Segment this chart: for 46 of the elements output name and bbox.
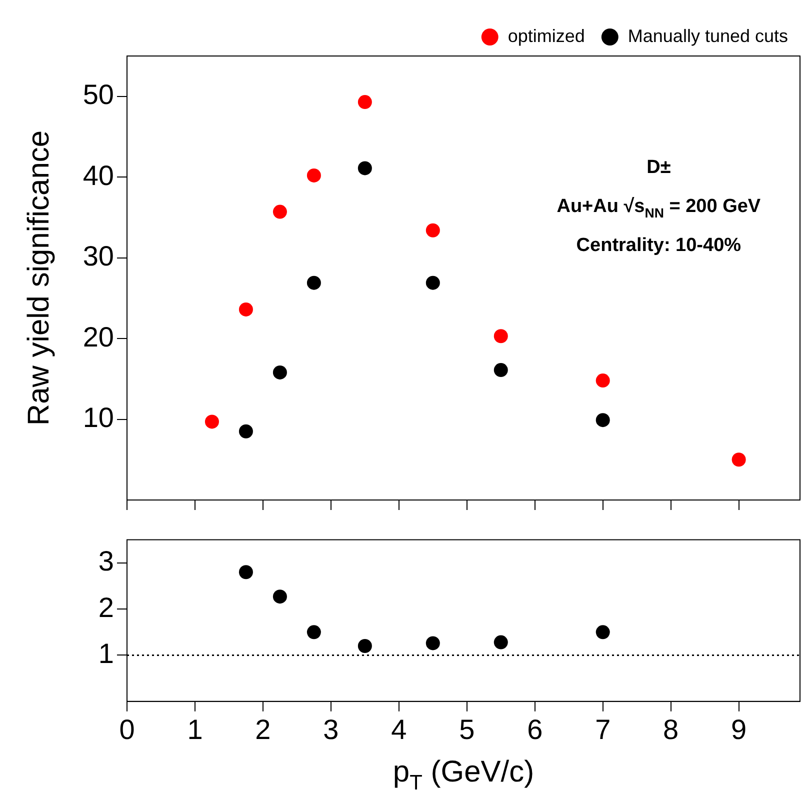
point: [272, 590, 287, 604]
y-tick-label: 30: [82, 240, 114, 272]
point: [358, 161, 372, 176]
point: [596, 625, 610, 640]
point: [358, 638, 372, 653]
point: [204, 414, 219, 429]
point: [494, 329, 508, 344]
point: [732, 452, 746, 467]
point: [596, 374, 610, 388]
point: [494, 635, 508, 650]
x-tick-label: 3: [323, 714, 339, 745]
point: [596, 413, 610, 428]
point: [272, 365, 287, 380]
point: [494, 363, 508, 378]
y-tick-label: 10: [82, 402, 114, 433]
x-tick-label: 9: [731, 714, 747, 745]
x-tick-label: 2: [255, 714, 271, 745]
point: [306, 625, 321, 640]
point: [238, 565, 253, 580]
y-tick-label: 3: [98, 546, 114, 577]
point: [358, 95, 372, 110]
point: [306, 168, 321, 182]
y-axis-title: Raw yield significance: [22, 130, 56, 426]
y-tick-label: 20: [82, 321, 114, 352]
annotation: D±: [646, 157, 671, 178]
y-tick-label: 50: [82, 79, 114, 110]
y-tick-label: 1: [98, 638, 114, 669]
point: [426, 276, 440, 290]
point: [426, 636, 440, 650]
x-tick-label: 7: [595, 714, 611, 745]
x-tick-label: 6: [527, 714, 543, 745]
legend-label: Manually tuned cuts: [628, 26, 788, 46]
point: [272, 204, 287, 219]
x-tick-label: 8: [663, 714, 679, 745]
x-tick-label: 1: [187, 714, 203, 745]
point: [238, 302, 253, 316]
point: [238, 424, 253, 438]
y-tick-label: 40: [82, 160, 114, 191]
x-tick-label: 4: [391, 714, 407, 745]
x-tick-label: 5: [459, 714, 475, 745]
x-tick-label: 0: [119, 714, 135, 745]
point: [426, 223, 440, 238]
point: [306, 276, 321, 290]
y-tick-label: 2: [98, 592, 114, 623]
legend-label: optimized: [508, 26, 585, 46]
annotation: Centrality: 10-40%: [576, 235, 742, 256]
